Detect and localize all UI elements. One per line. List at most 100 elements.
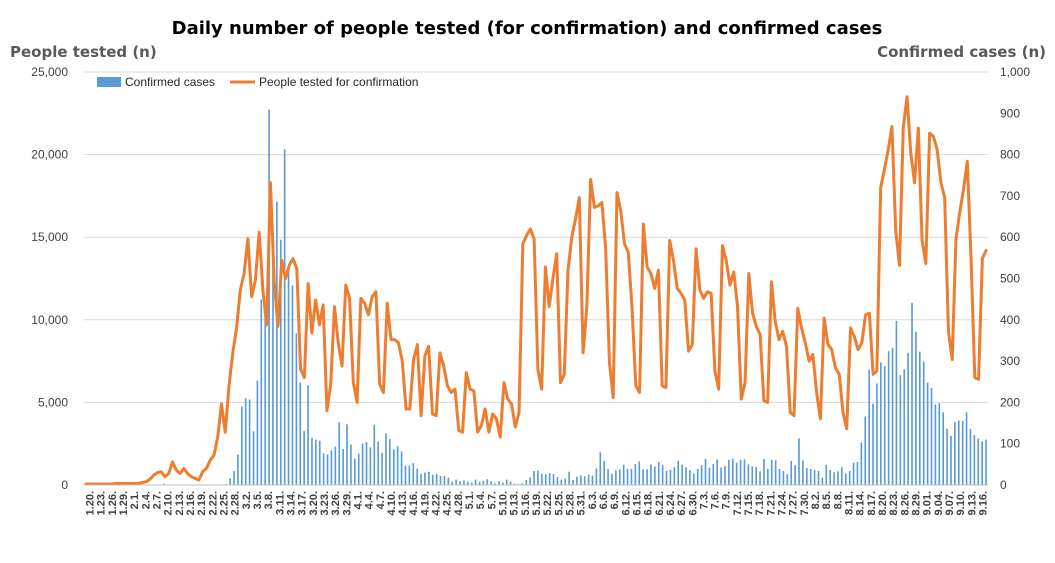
x-tick-label: 3.8. (263, 491, 275, 509)
x-tick-label: 6.30. (687, 491, 699, 515)
x-tick-label: 8.2. (810, 491, 822, 509)
x-tick-label: 7.6. (710, 491, 722, 509)
bar-confirmed-cases (268, 109, 270, 485)
bar-confirmed-cases (813, 470, 816, 485)
bar-confirmed-cases (626, 468, 629, 485)
legend-label-confirmed-cases: Confirmed cases (125, 75, 215, 89)
x-tick-label: 3.5. (252, 491, 264, 509)
x-tick-label: 9.13. (966, 491, 978, 515)
x-tick-label: 5.10. (498, 491, 510, 515)
bar-confirmed-cases (809, 468, 812, 485)
bar-confirmed-cases (665, 470, 668, 485)
chart-title: Daily number of people tested (for confi… (172, 18, 883, 39)
x-tick-label: 6.27. (676, 491, 688, 515)
bar-confirmed-cases (283, 149, 286, 486)
bar-confirmed-cases (338, 422, 341, 485)
bar-confirmed-cases (946, 428, 948, 485)
right-tick-label: 400 (1000, 313, 1020, 327)
bar-confirmed-cases (404, 465, 407, 485)
bar-confirmed-cases (759, 471, 761, 485)
bar-confirmed-cases (252, 431, 255, 485)
bar-confirmed-cases (552, 473, 555, 485)
bar-confirmed-cases (315, 439, 317, 485)
x-tick-label: 8.8. (832, 491, 844, 509)
x-tick-label: 6.6. (598, 491, 610, 509)
gridlines (84, 71, 988, 403)
bar-confirmed-cases (743, 459, 746, 485)
bar-confirmed-cases (696, 468, 699, 485)
x-tick-label: 7.30. (799, 491, 811, 515)
x-tick-label: 5.31. (576, 491, 588, 515)
right-tick-label: 600 (1000, 230, 1020, 244)
bar-confirmed-cases (466, 481, 469, 485)
bar-confirmed-cases (299, 382, 302, 485)
bar-confirmed-cases (229, 478, 231, 485)
bar-confirmed-cases (704, 458, 707, 485)
x-tick-label: 7.24. (777, 491, 789, 515)
bar-confirmed-cases (907, 352, 909, 485)
bar-confirmed-cases (260, 299, 263, 485)
bar-confirmed-cases (529, 477, 531, 485)
bar-confirmed-cases (385, 433, 387, 486)
bar-confirmed-cases (525, 480, 528, 485)
bar-confirmed-cases (474, 479, 477, 485)
bar-confirmed-cases (389, 439, 391, 485)
right-tick-label: 700 (1000, 189, 1020, 203)
bar-confirmed-cases (642, 469, 644, 485)
right-tick-label: 500 (1000, 272, 1020, 286)
bar-confirmed-cases (669, 469, 672, 485)
bar-confirmed-cases (396, 446, 399, 485)
right-tick-label: 0 (1000, 478, 1007, 492)
legend-label-people-tested: People tested for confirmation (259, 75, 418, 89)
x-tick-label: 4.4. (364, 491, 376, 509)
people-tested-line (84, 95, 988, 486)
bar-confirmed-cases (864, 416, 867, 485)
bar-confirmed-cases (798, 438, 800, 485)
bar-confirmed-cases (957, 420, 960, 485)
bar-confirmed-cases (502, 482, 504, 485)
bar-confirmed-cases (915, 331, 917, 485)
x-tick-label: 6.3. (587, 491, 599, 509)
bar-confirmed-cases (844, 473, 847, 485)
x-tick-label: 3.14. (285, 491, 297, 515)
bar-confirmed-cases (790, 461, 793, 485)
bar-confirmed-cases (981, 441, 983, 485)
bar-confirmed-cases (876, 383, 878, 485)
x-tick-label: 6.9. (609, 491, 621, 509)
bar-confirmed-cases (728, 459, 730, 485)
bar-confirmed-cases (856, 461, 859, 485)
bar-confirmed-cases (650, 464, 652, 485)
bar-confirmed-cases (724, 466, 726, 485)
right-tick-label: 100 (1000, 437, 1020, 451)
x-tick-label: 5.28. (564, 491, 576, 515)
bar-confirmed-cases (583, 476, 586, 485)
bar-confirmed-cases (346, 424, 348, 485)
bar-confirmed-cases (607, 468, 609, 485)
x-tick-label: 2.7. (152, 491, 164, 509)
bar-confirmed-cases (342, 449, 344, 485)
bar-confirmed-cases (163, 483, 165, 485)
bar-confirmed-cases (568, 471, 570, 485)
legend: Confirmed cases People tested for confirm… (97, 75, 418, 89)
bar-confirmed-cases (381, 452, 383, 485)
x-tick-label: 5.19. (531, 491, 543, 515)
x-tick-label: 6.24. (665, 491, 677, 515)
bar-confirmed-cases (240, 406, 243, 485)
bar-confirmed-cases (377, 441, 380, 485)
x-tick-label: 4.10. (386, 491, 398, 515)
bar-confirmed-cases (505, 479, 508, 485)
bar-confirmed-cases (950, 435, 952, 485)
bar-confirmed-cases (579, 475, 582, 485)
x-tick-label: 8.17. (866, 491, 878, 515)
bar-confirmed-cases (930, 387, 933, 485)
x-tick-label: 9.07. (944, 491, 956, 515)
confirmed-cases-bars (85, 109, 987, 486)
bar-confirmed-cases (961, 420, 964, 485)
bar-confirmed-cases (891, 347, 894, 485)
x-tick-label: 2.28. (230, 491, 242, 515)
bar-confirmed-cases (763, 458, 765, 485)
bar-confirmed-cases (829, 470, 832, 485)
bar-confirmed-cases (560, 479, 563, 485)
bar-confirmed-cases (373, 424, 376, 485)
bar-confirmed-cases (521, 483, 524, 485)
